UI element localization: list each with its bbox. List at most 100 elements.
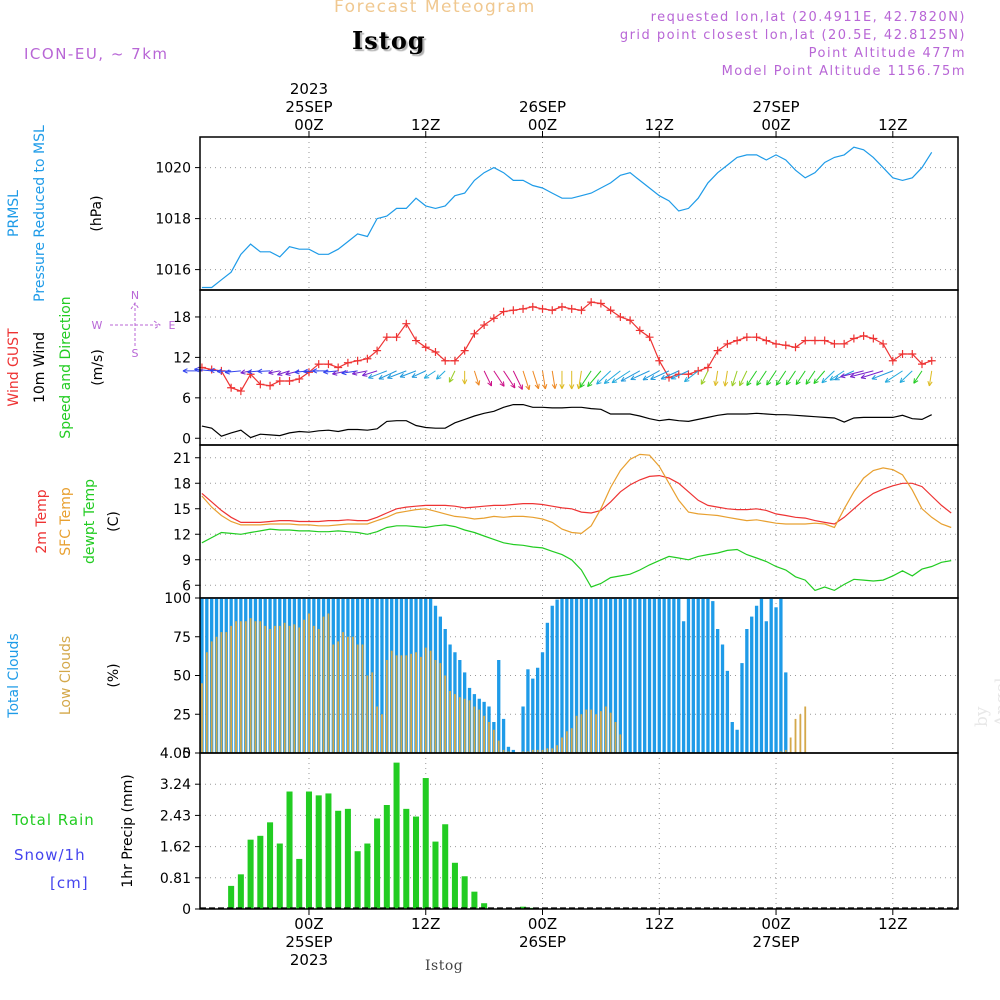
compass-rose: [110, 302, 161, 347]
clouds-ytick-label: 50: [173, 669, 191, 685]
wind-arrow: [871, 370, 893, 380]
low-cloud-bar: [599, 711, 602, 753]
low-cloud-bar: [488, 722, 490, 753]
wind-arrow-head: [352, 370, 358, 376]
wind-arrow-head: [650, 375, 656, 380]
gust-marker: [606, 306, 615, 315]
low-cloud-bar: [254, 621, 257, 753]
gust-marker: [742, 333, 751, 342]
top-time-label: 12Z: [878, 116, 907, 134]
clouds-ytick-label: 0: [182, 746, 191, 762]
total-cloud-bar: [716, 629, 720, 753]
wind-arrow-head: [766, 380, 772, 386]
wind-arrow-head: [700, 379, 706, 385]
low-cloud-bar: [463, 698, 466, 753]
temp-axis-title: 2m Temp: [34, 489, 50, 553]
model-name: ICON-EU, ~ 7km: [24, 45, 169, 63]
low-cloud-bar: [381, 714, 383, 753]
wind-arrow: [739, 370, 748, 386]
wind-arrow-head: [559, 384, 565, 389]
low-cloud-bar: [551, 748, 554, 753]
gust-marker: [509, 306, 518, 315]
top-time-label: 27SEP: [752, 98, 799, 116]
total-cloud-bar: [779, 598, 783, 753]
wind-arrow-head: [683, 376, 690, 383]
wind-arrow-head: [746, 380, 752, 387]
total-cloud-bar: [681, 621, 686, 753]
wind-arrow: [579, 370, 592, 388]
total-cloud-bar: [706, 598, 710, 753]
wind-ytick-label: 18: [173, 310, 191, 326]
wind-arrow-head: [860, 374, 867, 380]
gust-marker: [820, 336, 829, 345]
gust-marker: [616, 312, 625, 321]
rain-bar: [276, 843, 283, 909]
wind-ytick-label: 12: [173, 350, 191, 366]
gust-marker: [538, 304, 547, 313]
low-cloud-bar: [492, 729, 495, 753]
total-cloud-bar: [599, 598, 603, 753]
compass-n: N: [131, 289, 139, 302]
rain-bar: [461, 876, 468, 909]
low-cloud-bar: [259, 621, 262, 753]
wind-arrow: [928, 370, 933, 387]
clouds-axis-title: Total Clouds: [6, 633, 22, 718]
gust-marker: [645, 333, 654, 342]
rain-bar: [286, 791, 293, 909]
low-cloud-bar: [444, 675, 447, 753]
gust-marker: [441, 356, 450, 365]
wind-arrow: [650, 370, 670, 380]
low-cloud-bar: [424, 647, 427, 753]
gust-marker: [275, 376, 284, 385]
wind-arrow-head: [240, 369, 246, 375]
gust-marker: [480, 321, 489, 330]
total-cloud-bar: [618, 598, 623, 753]
gust-marker: [421, 343, 430, 352]
total-cloud-bar: [579, 598, 584, 753]
wind-arrow-head: [247, 369, 253, 375]
wind-arrow-head: [312, 368, 318, 374]
low-cloud-bar: [789, 737, 792, 753]
wind-arrow: [813, 370, 826, 384]
low-cloud-bar: [225, 632, 228, 753]
low-cloud-bar: [449, 691, 451, 753]
total-cloud-bar: [570, 598, 574, 753]
low-cloud-bar: [478, 709, 481, 753]
wind-arrow-head: [611, 378, 618, 384]
total-cloud-bar: [501, 718, 506, 753]
low-cloud-bar: [590, 709, 593, 753]
total-cloud-bar: [754, 605, 759, 753]
gust-marker: [772, 339, 781, 348]
low-cloud-bar: [541, 749, 544, 753]
gust-marker: [723, 339, 732, 348]
bottom-time-label: 12Z: [645, 915, 674, 933]
low-cloud-bar: [604, 706, 607, 753]
wind-arrow: [332, 370, 349, 375]
gust-marker: [587, 298, 596, 307]
low-cloud-bar: [342, 632, 344, 753]
gust-marker: [830, 339, 839, 348]
gust-marker: [334, 363, 343, 372]
wind-arrow: [899, 370, 913, 383]
gust-marker: [392, 333, 401, 342]
wind-arrow-head: [462, 379, 468, 385]
total-cloud-bar: [531, 678, 535, 753]
low-cloud-bar: [308, 613, 310, 753]
rain-bar: [315, 795, 322, 909]
wind-arrow: [503, 370, 516, 389]
total-cloud-bar: [784, 672, 788, 753]
wind-arrow: [766, 370, 777, 386]
low-cloud-bar: [561, 737, 563, 753]
compass-e: E: [169, 319, 176, 332]
chart-title: Forecast Meteogram: [334, 0, 536, 17]
total-cloud-bar: [750, 616, 754, 753]
low-cloud-bar: [366, 675, 369, 753]
wind-axis-title: Wind GUST: [6, 328, 22, 407]
total-cloud-bar: [647, 598, 652, 753]
wind-arrow: [642, 370, 660, 381]
clouds-ytick-label: 25: [173, 707, 191, 723]
low-cloud-bar: [799, 714, 802, 753]
temp-ytick-label: 12: [173, 527, 191, 543]
wind-arrow-head: [739, 380, 744, 387]
wind-arrow-head: [534, 383, 540, 390]
